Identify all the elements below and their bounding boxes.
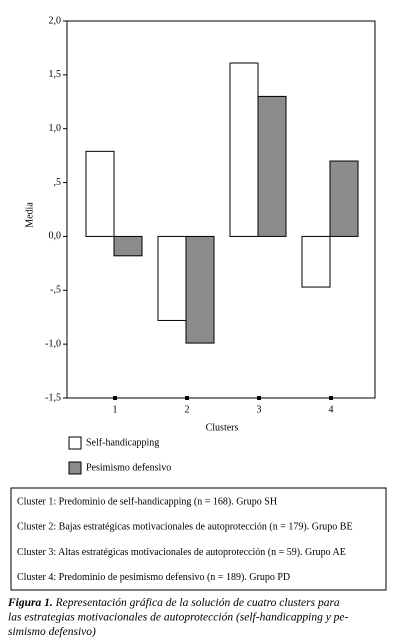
caption-text: Representación gráfica de la solución de… <box>55 597 340 609</box>
notes-box <box>10 487 387 591</box>
caption-line: Figura 1. Representación gráfica de la s… <box>7 597 340 609</box>
caption-text: las estrategias motivacionales de autopr… <box>8 611 349 623</box>
y-tick-label: 0,0 <box>49 231 62 242</box>
legend-swatch <box>68 436 82 450</box>
bar <box>85 150 115 237</box>
legend-swatch <box>68 461 82 475</box>
x-tick <box>113 396 117 400</box>
note-line: Cluster 4: Predominio de pesimismo defen… <box>17 572 290 583</box>
y-tick-label: 1,0 <box>49 123 62 134</box>
caption-label: Figura 1. <box>7 597 53 609</box>
x-tick <box>185 396 189 400</box>
bar <box>229 62 259 237</box>
y-tick-label: -1,0 <box>45 338 61 349</box>
plot-frame <box>66 20 376 399</box>
caption-line: simismo defensivo) <box>8 626 96 638</box>
caption-line: las estrategias motivacionales de autopr… <box>8 611 349 623</box>
x-tick-label: 3 <box>257 404 262 415</box>
x-tick <box>329 396 333 400</box>
y-tick-label: 2,0 <box>49 15 62 26</box>
bar <box>157 235 187 321</box>
note-line: Cluster 1: Predominio de self-handicappi… <box>17 496 277 507</box>
x-tick-label: 4 <box>329 404 334 415</box>
y-tick-label: -,5 <box>50 285 61 296</box>
legend-label: Self-handicapping <box>86 437 159 448</box>
x-tick-label: 2 <box>185 404 190 415</box>
y-axis-label: Media <box>24 202 35 228</box>
x-axis-label: Clusters <box>206 422 239 433</box>
note-line: Cluster 2: Bajas estratégicas motivacion… <box>17 522 353 533</box>
y-tick-label: -1,5 <box>45 392 61 403</box>
x-tick <box>257 396 261 400</box>
y-tick-label: 1,5 <box>49 69 62 80</box>
caption-text: simismo defensivo) <box>8 626 96 638</box>
x-tick-label: 1 <box>113 404 118 415</box>
bar <box>113 235 143 257</box>
bar <box>185 235 215 344</box>
bar <box>257 95 287 237</box>
y-tick-label: ,5 <box>54 177 62 188</box>
bar <box>301 235 331 288</box>
legend-label: Pesimismo defensivo <box>86 462 171 473</box>
bar <box>329 160 359 237</box>
note-line: Cluster 3: Altas estratégicas motivacion… <box>17 547 346 558</box>
